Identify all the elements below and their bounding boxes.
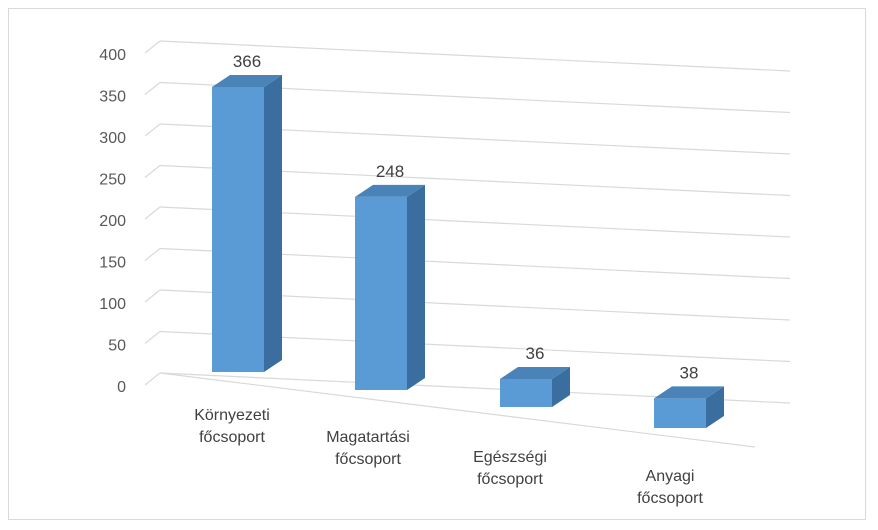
bar-top bbox=[212, 75, 282, 87]
data-label: 38 bbox=[680, 363, 699, 382]
category-label: Magatartási főcsoport bbox=[326, 429, 410, 468]
axis-segment bbox=[144, 123, 161, 137]
bar bbox=[212, 87, 264, 372]
bar-top bbox=[654, 386, 724, 399]
bar-top bbox=[500, 366, 570, 379]
y-tick-label: 350 bbox=[99, 89, 126, 106]
y-tick-label: 150 bbox=[99, 255, 126, 272]
axis-segment bbox=[144, 248, 161, 261]
data-label: 248 bbox=[376, 162, 404, 181]
y-axis-ticks: 0 50 100 150 200 250 300 350 400 bbox=[99, 47, 126, 396]
y-tick-label: 250 bbox=[99, 172, 126, 189]
axis-segment bbox=[144, 40, 161, 54]
bars bbox=[212, 75, 724, 428]
y-tick-label: 100 bbox=[99, 296, 126, 313]
bar-side bbox=[264, 75, 282, 372]
y-tick-label: 0 bbox=[117, 379, 126, 396]
bar-side bbox=[407, 184, 425, 390]
category-label: Anyagi főcsoport bbox=[637, 468, 703, 507]
floor-edge bbox=[159, 372, 756, 448]
y-tick-label: 200 bbox=[99, 213, 126, 230]
data-label: 366 bbox=[233, 52, 261, 71]
category-label: Környezeti főcsoport bbox=[194, 407, 270, 446]
gridline bbox=[159, 40, 791, 72]
axis-segment bbox=[144, 372, 161, 386]
category-label: Egészségi főcsoport bbox=[473, 449, 547, 488]
y-tick-label: 400 bbox=[99, 47, 126, 64]
y-tick-label: 50 bbox=[108, 338, 126, 355]
y-tick-label: 300 bbox=[99, 130, 126, 147]
bar-top bbox=[355, 184, 425, 197]
axis-segment bbox=[144, 82, 161, 95]
chart-frame bbox=[8, 8, 866, 520]
category-labels: Környezeti főcsoport Magatartási főcsoport E… bbox=[194, 407, 703, 507]
data-labels: 366 248 36 38 bbox=[233, 52, 699, 382]
axis-segment bbox=[144, 165, 161, 178]
bar-side bbox=[706, 386, 724, 428]
axis-segment bbox=[144, 289, 161, 303]
data-label: 36 bbox=[526, 344, 545, 363]
bar bbox=[654, 398, 706, 428]
bar-side bbox=[552, 366, 570, 407]
bar bbox=[355, 196, 407, 390]
axis-segment bbox=[144, 331, 161, 344]
bar bbox=[500, 378, 552, 407]
axis-segment bbox=[144, 206, 161, 220]
